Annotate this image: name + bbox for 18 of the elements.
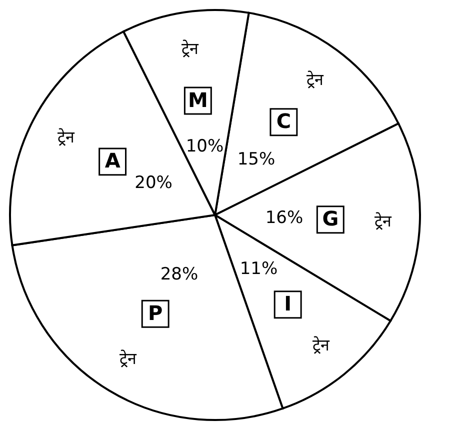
slice-label: M [188, 88, 208, 112]
data-label: 11% [240, 258, 278, 279]
slice-label: P [148, 300, 163, 325]
text: ट्रेन [57, 127, 74, 146]
data-label: 10% [186, 136, 224, 156]
text: ट्रेन [306, 70, 324, 89]
slice-label: A [104, 148, 121, 173]
text: ट्रेन [120, 348, 137, 368]
text: ट्रेन [374, 212, 392, 231]
text: ट्रेन [182, 38, 199, 58]
data-label: 16% [265, 208, 304, 228]
data-label: 28% [160, 264, 198, 284]
data-label: 20% [134, 173, 172, 193]
slice-label: C [276, 109, 292, 134]
slice-label: G [322, 206, 339, 231]
data-label: 15% [237, 149, 276, 170]
text: ट्रेन [312, 335, 330, 354]
slice-label: I [284, 292, 292, 316]
